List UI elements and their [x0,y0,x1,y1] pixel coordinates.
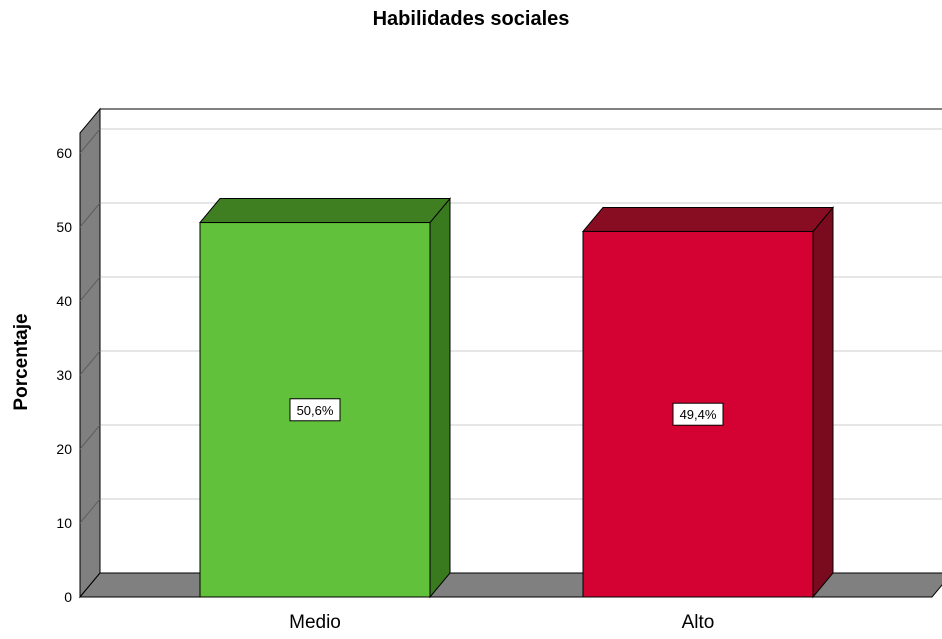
side-wall-tick-line [79,424,101,450]
y-tick-label: 0 [64,589,72,605]
bar-top-medio [198,198,452,224]
side-wall-tick-line [79,276,101,302]
x-tick-label: Alto [682,612,715,633]
side-wall-tick-line [79,498,101,524]
y-tick-label: 50 [56,219,72,235]
bar-side-medio [429,197,451,599]
side-wall-tick-line [79,202,101,228]
y-tick-label: 10 [56,515,72,531]
side-wall-tick-line [79,128,101,154]
data-label: 50,6% [297,403,334,418]
x-tick-label: Medio [289,612,341,633]
data-label: 49,4% [680,407,717,422]
bar-side-alto [812,206,834,599]
y-tick-label: 20 [56,441,72,457]
bar-top-alto [581,206,835,232]
data-label-box [672,402,724,426]
data-label-box [289,398,341,422]
side-wall-tick-line [79,350,101,376]
y-tick-label: 60 [56,145,72,161]
y-tick-label: 30 [56,367,72,383]
side-wall [79,107,101,599]
y-tick-label: 40 [56,293,72,309]
chart-title: Habilidades sociales [372,8,570,30]
y-axis-title: Porcentaje [11,313,32,411]
